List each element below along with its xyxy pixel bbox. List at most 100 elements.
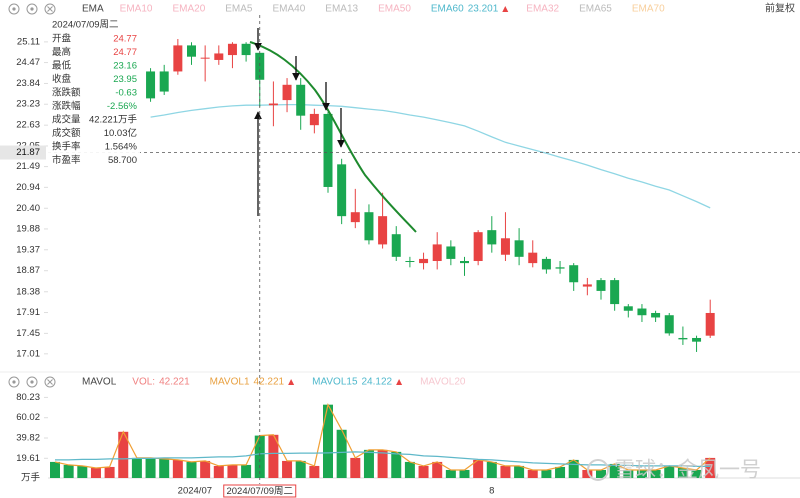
candle-body [569, 265, 579, 283]
legend-name: EMA70 [632, 4, 665, 15]
candle-body [309, 113, 319, 126]
volume-bar [227, 464, 238, 478]
volume-bar [404, 461, 415, 478]
info-label: 涨跌额 [52, 87, 81, 99]
adjust-label: 前复权 [765, 2, 795, 15]
legend-name: EMA50 [378, 4, 411, 15]
candle-body [227, 43, 237, 56]
candle-body [364, 212, 374, 241]
legend-icon [12, 380, 16, 384]
drawn-curve [249, 41, 417, 233]
volume-bar [90, 467, 101, 478]
volume-bar [677, 467, 688, 478]
candle-body [146, 71, 156, 99]
candle-body [692, 337, 702, 342]
candle-body [337, 164, 347, 217]
main-layer: 25.1124.4723.8423.2322.6322.0521.4920.94… [0, 36, 800, 497]
volume-bar [623, 469, 634, 478]
volume-bar [609, 463, 620, 478]
info-label: 涨跌幅 [52, 100, 81, 112]
volume-bar [555, 466, 566, 478]
legend-name: MAVOL15 [312, 377, 358, 388]
volume-bar [213, 465, 224, 478]
y-tick-label: 19.61 [16, 453, 40, 464]
candle-body [528, 252, 538, 264]
candle-body [541, 258, 551, 270]
legend-name: EMA40 [273, 4, 306, 15]
volume-bar [50, 461, 60, 478]
candle-body [282, 84, 292, 101]
legend-arrow [502, 6, 509, 12]
legend-icon [26, 3, 38, 15]
legend-value: 42.221 [254, 377, 285, 388]
info-value: -2.56% [107, 101, 138, 112]
volume-bar [363, 449, 374, 478]
volume-bar [514, 465, 525, 478]
legend-value: 23.201 [468, 4, 499, 15]
legend-value: 24.122 [362, 377, 393, 388]
info-label: 收盘 [52, 73, 72, 85]
legend-icon [44, 376, 56, 388]
legend-value: 42.221 [159, 377, 190, 388]
y-tick-label: 18.38 [16, 286, 40, 297]
info-label: 开盘 [52, 33, 72, 45]
volume-bar [295, 460, 306, 478]
volume-bar [418, 465, 429, 478]
legend-name: EMA60 [431, 4, 464, 15]
candle-body [432, 244, 442, 262]
info-label: 成交量 [52, 114, 81, 126]
volume-bar [664, 465, 675, 478]
candle-body [596, 280, 606, 291]
info-value: 42.221万手 [89, 114, 138, 126]
volume-bar [77, 465, 88, 478]
y-tick-label: 80.23 [16, 392, 40, 403]
y-tick-label: 25.11 [17, 36, 40, 47]
info-label: 成交额 [52, 127, 81, 139]
y-tick-label: 23.23 [16, 99, 40, 110]
volume-bar [309, 465, 320, 478]
volume-bar [445, 469, 456, 478]
candle-body [487, 230, 497, 245]
candle-body [637, 308, 647, 316]
volume-bar [636, 469, 647, 478]
candle-body [268, 103, 278, 106]
volume-bar [186, 461, 197, 478]
y-tick-label: 22.63 [16, 120, 40, 131]
volume-bar [568, 459, 579, 478]
volume-bar [172, 459, 183, 478]
volume-bar [432, 461, 443, 478]
volume-bar [268, 434, 279, 478]
x-tick-label: 2024/07 [178, 486, 212, 497]
info-value: 24.77 [113, 34, 137, 45]
legend-icon [30, 7, 34, 11]
candle-body [678, 337, 688, 340]
volume-bar [596, 469, 606, 478]
legend-name: MAVOL1 [210, 377, 250, 388]
candle-body [651, 312, 661, 318]
candle-body [500, 238, 510, 255]
mavol-line [54, 403, 711, 471]
legend-name: VOL: [132, 377, 155, 388]
info-value: 58.700 [108, 155, 137, 166]
legend-name: EMA20 [172, 4, 205, 15]
info-label: 换手率 [52, 141, 81, 153]
volume-bar [691, 469, 702, 478]
legend-icon [12, 7, 16, 11]
legend-icon [47, 6, 53, 12]
volume-bar [104, 466, 115, 478]
legend-arrow [288, 379, 295, 385]
y-tick-label: 19.37 [16, 244, 40, 255]
candle-body [623, 306, 633, 311]
volume-bar [241, 464, 252, 478]
info-value: 1.564% [105, 142, 138, 153]
crosshair-x-label: 2024/07/09周二 [226, 486, 293, 497]
candle-body [173, 45, 183, 72]
candle-body [350, 212, 360, 223]
candle-body [610, 280, 620, 305]
y-tick-label: 21.49 [16, 161, 40, 172]
candle-body [514, 240, 524, 257]
x-tick-label: 8 [489, 486, 494, 497]
volume-bar [391, 451, 402, 478]
